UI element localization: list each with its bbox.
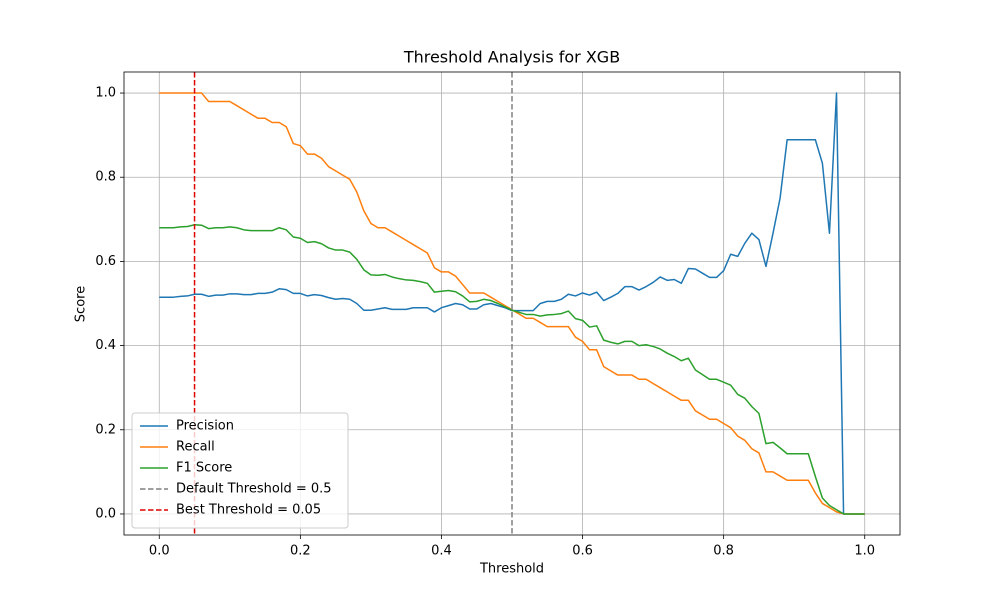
legend-label: Precision — [176, 419, 234, 434]
y-tick-label: 0.2 — [95, 422, 116, 437]
legend-label: Recall — [176, 440, 215, 455]
x-tick-label: 0.2 — [290, 544, 311, 559]
y-axis-label: Score — [74, 286, 89, 322]
y-tick-label: 0.8 — [95, 170, 116, 185]
x-tick-label: 0.4 — [431, 544, 452, 559]
y-tick-label: 0.4 — [95, 338, 116, 353]
x-tick-label: 1.0 — [854, 544, 875, 559]
legend-label: F1 Score — [176, 461, 232, 476]
y-tick-label: 0.0 — [95, 506, 116, 521]
y-tick-label: 0.6 — [95, 254, 116, 269]
y-tick-label: 1.0 — [95, 86, 116, 101]
legend-label: Default Threshold = 0.5 — [176, 482, 332, 497]
legend-box — [131, 412, 349, 529]
plot-frame — [123, 71, 901, 536]
x-tick-label: 0.6 — [572, 544, 593, 559]
x-tick-label: 0.0 — [149, 544, 170, 559]
chart-title: Threshold Analysis for XGB — [403, 48, 620, 67]
x-tick-label: 0.8 — [713, 544, 734, 559]
x-axis-label: Threshold — [479, 562, 544, 577]
legend: Precision Recall F1 Score Default Threshold… — [131, 412, 349, 529]
legend-label: Best Threshold = 0.05 — [176, 503, 321, 518]
series-line — [159, 224, 865, 515]
